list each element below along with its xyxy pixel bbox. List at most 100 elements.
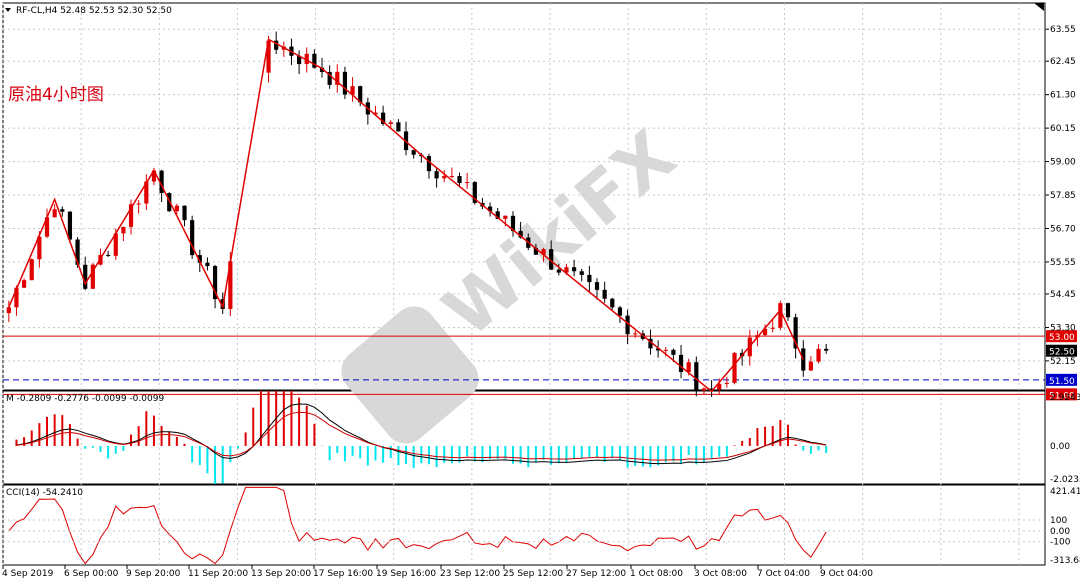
candle-body (686, 362, 691, 373)
x-tick-label: 9 Sep 20:00 (126, 569, 181, 579)
candle-body (37, 236, 42, 260)
y-tick-label: 53.30 (1050, 323, 1076, 333)
candle-body (762, 328, 768, 336)
x-tick-label: 19 Sep 16:00 (376, 569, 436, 579)
candle-body (541, 249, 546, 255)
macd-tick-label: 2.9243 (1050, 393, 1080, 403)
x-tick-label: 6 Sep 00:00 (64, 569, 119, 579)
y-tick-label: 59.00 (1050, 158, 1076, 168)
candle-body (610, 298, 615, 308)
candle-body (151, 170, 157, 182)
candle-body (411, 150, 416, 155)
candle-body (656, 348, 661, 351)
macd-panel (2, 390, 1046, 485)
level-tag-51.50 (1046, 373, 1077, 386)
candle-body (205, 262, 210, 267)
candle-body (121, 226, 126, 234)
y-tick-label: 57.85 (1050, 191, 1076, 201)
candle-body (495, 211, 500, 219)
candle-body (67, 211, 73, 240)
y-tick-label: 55.55 (1050, 258, 1076, 268)
y-tick-label: 62.45 (1050, 57, 1076, 67)
candle-body (159, 170, 164, 194)
candle-body (182, 205, 187, 221)
candle-body (663, 349, 668, 351)
candle-body (549, 249, 554, 270)
candle-body (90, 264, 95, 289)
macd-signal-line (16, 403, 827, 465)
macd-tick-label: 0.00 (1050, 442, 1070, 452)
level-tag-51.00 (1046, 388, 1077, 401)
candle-body (487, 206, 493, 212)
candle-body (472, 182, 477, 203)
candle-body (358, 86, 363, 103)
candle-body (350, 86, 355, 95)
candle-body (296, 55, 302, 65)
candle-body (312, 53, 317, 68)
dropdown-icon[interactable] (5, 8, 11, 12)
price-panel (2, 2, 1046, 391)
zigzag-line (8, 38, 804, 393)
candle-body (60, 209, 65, 212)
candle-body (503, 215, 508, 219)
x-tick-label: 1 Oct 08:00 (630, 569, 683, 579)
level-label-51.50: 51.50 (1049, 377, 1075, 387)
cci-line (8, 486, 827, 565)
candle-body (21, 280, 27, 288)
candle-body (44, 217, 50, 237)
candle-body (197, 255, 202, 263)
candle-body (617, 307, 623, 316)
candle-body (396, 122, 401, 132)
candle-body (671, 349, 676, 355)
candle-body (625, 315, 630, 335)
candle-body (824, 348, 829, 351)
candle-body (678, 354, 684, 373)
candle-body (457, 176, 462, 184)
x-tick-label: 25 Sep 12:00 (503, 569, 563, 579)
x-tick-label: 3 Oct 08:00 (694, 569, 747, 579)
current-price-label: 52.50 (1049, 348, 1075, 358)
candle-body (274, 40, 279, 50)
scroll-shift-icon[interactable] (1034, 3, 1044, 11)
candle-body (136, 203, 141, 205)
candle-body (106, 254, 111, 256)
candle-body (717, 383, 722, 390)
candle-body (113, 233, 118, 256)
candle-body (564, 267, 569, 273)
candle-body (533, 247, 539, 255)
watermark-badge (341, 306, 479, 444)
cci-tick-label: 0.00 (1050, 527, 1070, 537)
candle-body (228, 261, 233, 309)
candle-body (801, 348, 806, 371)
candle-body (816, 348, 821, 362)
candle-body (778, 303, 783, 328)
candle-body (212, 266, 218, 300)
candle-body (571, 267, 577, 272)
cci-tick-label: 100 (1050, 516, 1067, 526)
chart-caption: 原油4小时图 (8, 85, 104, 105)
candle-body (144, 181, 149, 204)
y-tick-label: 52.15 (1050, 357, 1076, 367)
x-tick-label: 4 Sep 2019 (2, 569, 54, 579)
candle-body (732, 352, 737, 383)
candle-body (29, 259, 34, 281)
x-tick-label: 7 Oct 04:00 (757, 569, 810, 579)
candle-body (785, 303, 791, 318)
x-tick-label: 9 Oct 04:00 (820, 569, 873, 579)
cci-label: CCI(14) -54.2410 (6, 488, 83, 498)
x-tick-label: 11 Sep 20:00 (188, 569, 248, 579)
x-tick-label: 13 Sep 20:00 (251, 569, 311, 579)
candle-body (434, 171, 439, 179)
level-tag-53.00 (1046, 330, 1077, 343)
candle-body (335, 71, 340, 85)
candle-body (6, 307, 11, 314)
candle-body (304, 53, 309, 65)
candle-body (724, 382, 729, 384)
candle-body (319, 67, 325, 72)
candle-body (510, 215, 516, 232)
candle-body (426, 156, 432, 172)
candle-body (190, 220, 195, 256)
level-label-53.00: 53.00 (1049, 333, 1075, 343)
candle-body (633, 333, 638, 335)
